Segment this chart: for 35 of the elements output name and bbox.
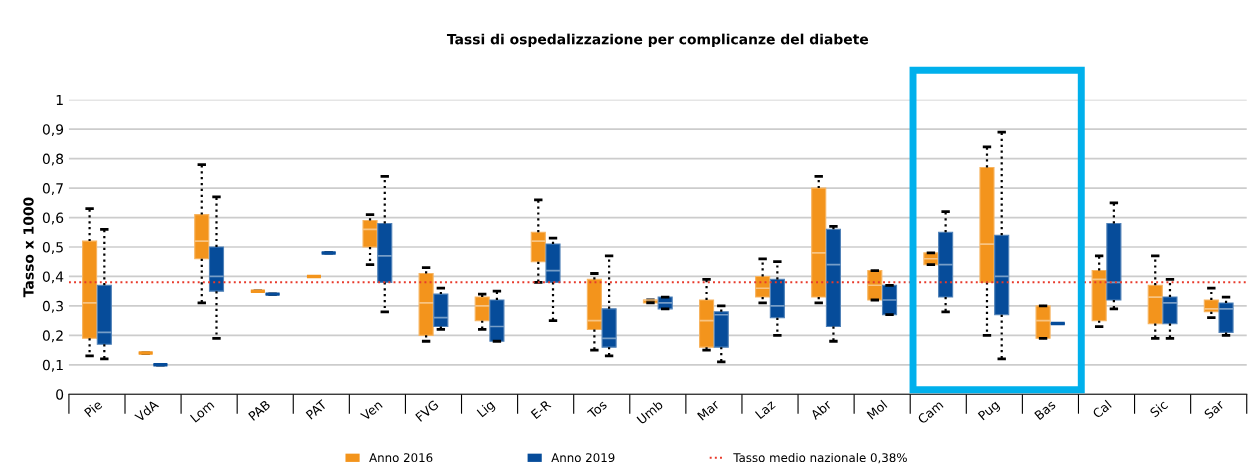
x-tick-label: E-R: [530, 399, 552, 420]
y-tick-label: 0,6: [42, 212, 64, 225]
x-tick-label: Pug: [977, 400, 1002, 423]
x-tick-label: Lom: [189, 399, 215, 423]
x-tick-label: Mol: [866, 399, 888, 420]
x-tick-label: Cam: [917, 399, 944, 425]
y-tick-label: 1: [56, 94, 63, 106]
x-tick-label: PAT: [305, 399, 328, 420]
x-tick-label: VdA: [133, 399, 160, 423]
x-tick-label: PAB: [248, 399, 271, 421]
x-tick-label: Abr: [809, 398, 833, 421]
x-tick-label: Ven: [359, 399, 383, 422]
legend-label: Tasso medio nazionale 0,38%: [733, 452, 907, 464]
y-tick-label: 0,5: [42, 241, 63, 254]
x-tick-label: Sar: [1203, 399, 1225, 420]
y-tick-label: 0,4: [42, 271, 64, 284]
legend-label: Anno 2016: [369, 453, 433, 463]
y-tick-label: 0,8: [42, 153, 64, 166]
y-tick-label: 0,1: [42, 359, 63, 372]
y-tick-label: 0: [56, 389, 64, 400]
x-tick-label: Sic: [1149, 399, 1169, 418]
chart-title: Tassi di ospedalizzazione per complicanze del diabete: [446, 33, 869, 48]
x-tick-label: Cal: [1091, 399, 1112, 419]
x-tick-label: Bas: [1034, 399, 1057, 421]
y-tick-label: 0,9: [42, 124, 64, 137]
y-tick-label: 0,3: [42, 300, 63, 313]
x-tick-label: Tos: [586, 399, 608, 420]
x-tick-label: Lig: [476, 399, 497, 420]
x-tick-label: Mar: [697, 399, 721, 421]
x-tick-label: Laz: [754, 399, 776, 420]
legend-label: Anno 2019: [551, 453, 615, 463]
x-tick-label: Pie: [83, 399, 103, 418]
y-tick-label: 0,2: [42, 330, 63, 343]
y-axis-title: Tasso x 1000: [23, 197, 34, 298]
y-tick-label: 0,7: [42, 183, 63, 195]
